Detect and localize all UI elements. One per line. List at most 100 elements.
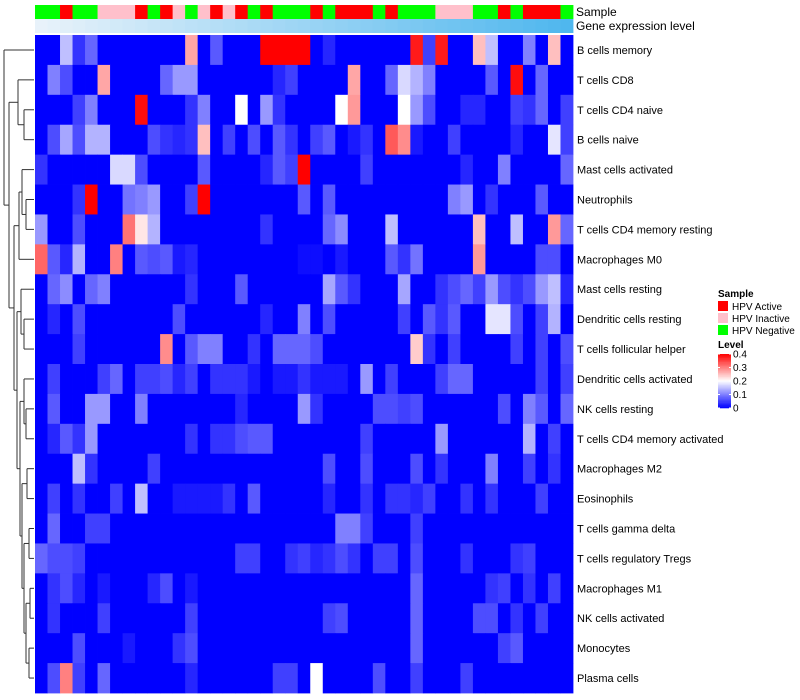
heatmap-cell	[135, 94, 149, 126]
heatmap-cell	[522, 483, 536, 514]
heatmap-cell	[510, 453, 524, 485]
heatmap-cell	[535, 633, 549, 664]
heatmap-cell	[147, 483, 161, 514]
heatmap-cell	[285, 64, 299, 96]
heatmap-cell	[547, 393, 561, 425]
heatmap-cell	[422, 154, 436, 185]
heatmap-cell	[397, 334, 411, 365]
heatmap-cell	[247, 513, 261, 544]
sample-annotation-cell	[147, 5, 161, 19]
heatmap-cell	[85, 393, 98, 425]
heatmap-cell	[385, 304, 399, 335]
sample-annotation-cell	[235, 5, 249, 19]
heatmap-cell	[85, 573, 98, 604]
heatmap-cell	[435, 35, 449, 66]
heatmap-cell	[185, 483, 199, 514]
heatmap-cell	[160, 184, 174, 215]
heatmap-cell	[335, 64, 349, 96]
heatmap-cell	[185, 513, 199, 544]
sample-annotation-cell	[522, 5, 536, 19]
row-label: Macrophages M2	[577, 464, 662, 476]
heatmap-cell	[285, 633, 299, 664]
heatmap-cell	[310, 214, 324, 245]
heatmap-cell	[160, 543, 174, 574]
heatmap-cell	[472, 214, 486, 245]
heatmap-cell	[472, 334, 486, 365]
level-legend-gradient-step	[718, 397, 731, 399]
heatmap-cell	[210, 603, 224, 634]
heatmap-cell	[85, 513, 98, 544]
heatmap-cell	[147, 64, 161, 96]
heatmap-cell	[85, 603, 98, 634]
gene-expression-annotation-cell	[35, 19, 48, 33]
heatmap-cell	[160, 423, 174, 455]
heatmap-cell	[122, 184, 136, 215]
heatmap-cell	[460, 663, 474, 694]
heatmap-cell	[272, 94, 286, 126]
heatmap-cell	[260, 274, 274, 305]
heatmap-cell	[510, 393, 524, 425]
heatmap-cell	[97, 453, 111, 485]
heatmap-cell	[247, 244, 261, 275]
heatmap-cell	[210, 274, 224, 305]
heatmap-cell	[360, 513, 374, 544]
heatmap-cell	[135, 663, 149, 694]
heatmap-cell	[160, 304, 174, 335]
heatmap-cell	[547, 154, 561, 185]
heatmap-cell	[235, 244, 249, 275]
heatmap-cell	[485, 603, 499, 634]
heatmap-cell	[72, 364, 86, 395]
heatmap-cell	[560, 663, 574, 694]
heatmap-cell	[485, 64, 499, 96]
heatmap-cell	[172, 633, 186, 664]
heatmap-cell	[222, 214, 236, 245]
heatmap-cell	[472, 154, 486, 185]
level-legend-gradient-step	[718, 403, 731, 406]
heatmap-cell	[522, 124, 536, 156]
heatmap-cell	[35, 453, 48, 485]
heatmap-cell	[335, 483, 349, 514]
heatmap-cell	[485, 35, 499, 66]
heatmap-cell	[285, 124, 299, 156]
heatmap-cell	[460, 633, 474, 664]
heatmap-cell	[510, 334, 524, 365]
heatmap-cell	[472, 633, 486, 664]
heatmap-cell	[535, 124, 549, 156]
heatmap-cell	[422, 214, 436, 245]
heatmap-cell	[85, 364, 98, 395]
heatmap-cell	[35, 663, 48, 694]
gene-expression-annotation-cell	[410, 19, 424, 33]
heatmap-cell	[72, 154, 86, 185]
heatmap-cell	[272, 244, 286, 275]
heatmap-cell	[97, 35, 111, 66]
heatmap-cell	[435, 64, 449, 96]
heatmap-cell	[485, 274, 499, 305]
heatmap-cell	[485, 124, 499, 156]
heatmap-cell	[485, 393, 499, 425]
heatmap-cell	[247, 423, 261, 455]
heatmap-cell	[422, 35, 436, 66]
heatmap-cell	[235, 274, 249, 305]
heatmap-cell	[297, 543, 311, 574]
heatmap-cell	[110, 35, 123, 66]
heatmap-cell	[172, 214, 186, 245]
heatmap-cell	[372, 184, 386, 215]
sample-annotation-cell	[122, 5, 136, 19]
heatmap-cell	[397, 64, 411, 96]
heatmap-cell	[460, 94, 474, 126]
heatmap-cell	[160, 633, 174, 664]
heatmap-cell	[322, 274, 336, 305]
sample-annotation-cell	[272, 5, 286, 19]
heatmap-cell	[385, 244, 399, 275]
heatmap-cell	[335, 154, 349, 185]
sample-annotation-cell	[197, 5, 211, 19]
heatmap-cell	[460, 184, 474, 215]
heatmap-cell	[122, 633, 136, 664]
heatmap-cell	[35, 364, 48, 395]
heatmap-cell	[110, 64, 123, 96]
heatmap-cell	[247, 124, 261, 156]
heatmap-cell	[172, 35, 186, 66]
heatmap-cell	[122, 423, 136, 455]
